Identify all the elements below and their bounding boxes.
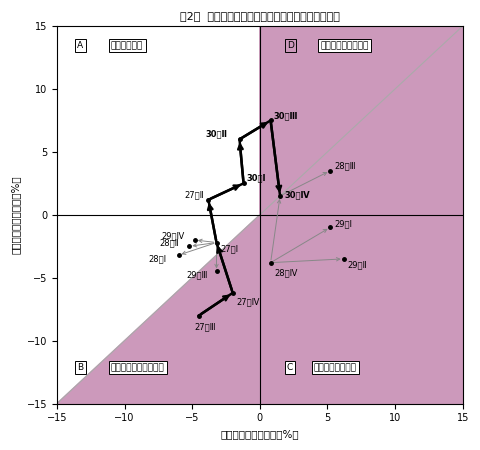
Text: 27年Ⅲ: 27年Ⅲ <box>195 322 216 331</box>
Text: 在庫調整局面: 在庫調整局面 <box>111 41 143 50</box>
Text: 意図せざる在庫減局面: 意図せざる在庫減局面 <box>111 363 165 372</box>
Text: 29年Ⅲ: 29年Ⅲ <box>187 271 208 280</box>
Text: 在庫積み増し局面: 在庫積み増し局面 <box>314 363 357 372</box>
Text: C: C <box>287 363 293 372</box>
Text: 29年Ⅱ: 29年Ⅱ <box>348 261 368 270</box>
Text: 30年Ⅰ: 30年Ⅰ <box>246 174 266 183</box>
Text: B: B <box>77 363 84 372</box>
Text: 30年Ⅲ: 30年Ⅲ <box>273 111 298 120</box>
Title: 第2図  生産・在庫の関係と在庫局面（在庫循環図）: 第2図 生産・在庫の関係と在庫局面（在庫循環図） <box>180 11 340 21</box>
Text: D: D <box>287 41 294 50</box>
Text: 27年Ⅱ: 27年Ⅱ <box>184 190 204 199</box>
Text: 28年Ⅱ: 28年Ⅱ <box>160 238 180 247</box>
Text: 28年Ⅰ: 28年Ⅰ <box>149 254 167 263</box>
Text: 28年Ⅲ: 28年Ⅲ <box>334 161 356 170</box>
Text: 30年Ⅱ: 30年Ⅱ <box>206 130 228 139</box>
Text: 27年Ⅰ: 27年Ⅰ <box>221 244 239 253</box>
Y-axis label: 在庫指数前年同期比（%）: 在庫指数前年同期比（%） <box>11 176 21 254</box>
Text: 在庫積み上がり局面: 在庫積み上がり局面 <box>321 41 369 50</box>
Text: 30年Ⅳ: 30年Ⅳ <box>284 190 310 199</box>
X-axis label: 生産指数前年同期比（%）: 生産指数前年同期比（%） <box>220 429 299 439</box>
Text: A: A <box>77 41 84 50</box>
Text: 29年Ⅳ: 29年Ⅳ <box>161 232 184 241</box>
Text: 27年Ⅳ: 27年Ⅳ <box>237 297 260 306</box>
Text: 28年Ⅳ: 28年Ⅳ <box>275 268 298 277</box>
Polygon shape <box>57 26 463 404</box>
Text: 29年Ⅰ: 29年Ⅰ <box>334 219 352 228</box>
